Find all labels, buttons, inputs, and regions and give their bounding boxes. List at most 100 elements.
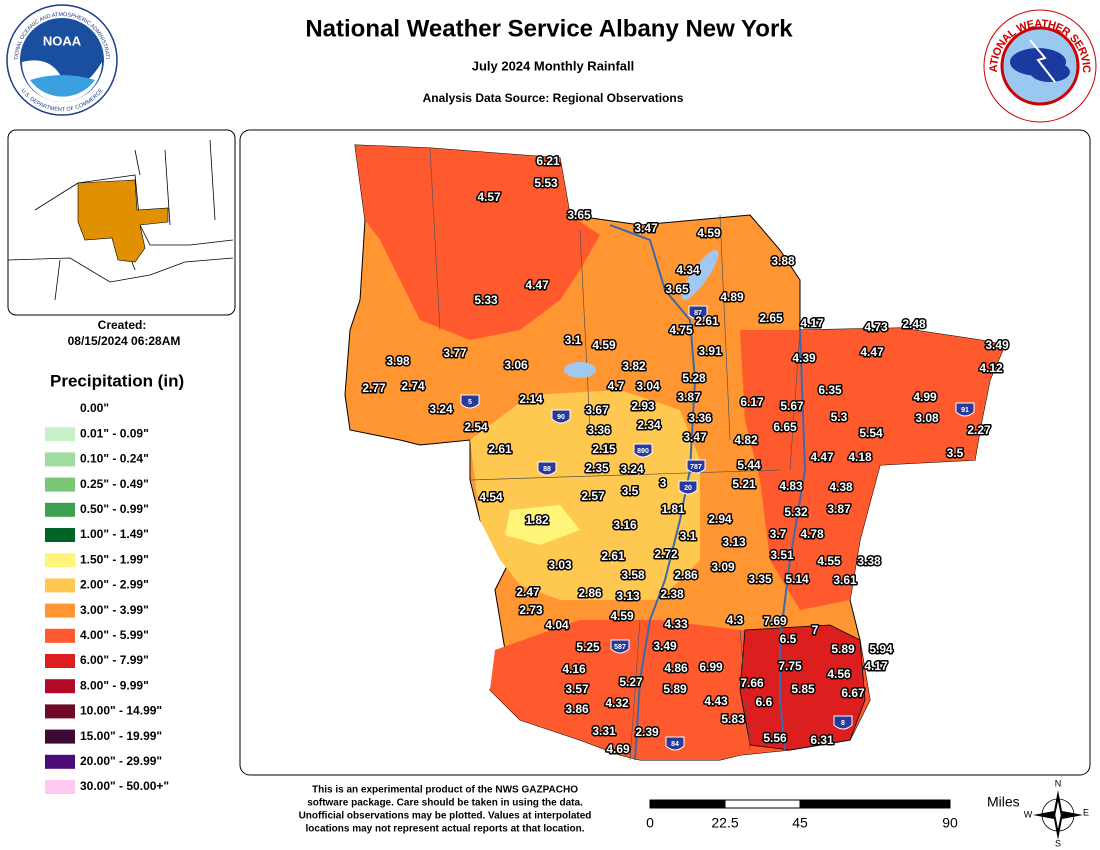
station-value: 5.53 [534, 176, 558, 190]
highway-label: 84 [671, 741, 679, 748]
highway-shield [833, 715, 853, 730]
scale-tick-label: 0 [646, 815, 654, 831]
source: Analysis Data Source: Regional Observati… [423, 91, 684, 105]
station-value: 5.89 [663, 682, 687, 696]
station-value: 4.75 [669, 323, 693, 337]
station-value: 6.99 [699, 660, 723, 674]
disclaimer-line: This is an experimental product of the N… [312, 785, 578, 796]
station-value: 3.87 [677, 390, 701, 404]
created-label: Created: [98, 318, 147, 332]
station-value: 4.47 [860, 345, 884, 359]
legend-label: 15.00" - 19.99" [80, 729, 162, 743]
legend-label: 1.50" - 1.99" [80, 552, 149, 566]
station-value: 4.33 [664, 617, 688, 631]
station-value: 4.18 [848, 450, 872, 464]
station-value: 4.73 [864, 320, 888, 334]
scale-bar: 0 22.5 45 90 [646, 799, 958, 831]
station-value: 3 [660, 476, 667, 490]
station-value: 6.31 [810, 733, 834, 747]
station-value: 5.44 [737, 458, 761, 472]
station-value: 6.5 [780, 632, 797, 646]
station-value: 3.65 [567, 208, 591, 222]
legend-swatch [45, 754, 75, 769]
station-value: 3.09 [711, 560, 735, 574]
station-value: 3.5 [947, 446, 964, 460]
station-value: 2.54 [464, 420, 488, 434]
highway-shield [678, 480, 698, 495]
station-value: 3.31 [592, 724, 616, 738]
disclaimer-line: software package. Care should be taken i… [307, 798, 583, 809]
scale-segment [724, 799, 801, 809]
station-value: 3.47 [683, 430, 707, 444]
highway-shield [551, 409, 571, 424]
station-value: 6.6 [756, 695, 773, 709]
station-value: 5.21 [732, 477, 756, 491]
noaa-text: NOAA [43, 33, 82, 48]
station-value: 5.3 [831, 410, 848, 424]
station-value: 3.58 [621, 568, 645, 582]
scale-tick-label: 45 [792, 815, 808, 831]
station-value: 2.77 [362, 381, 386, 395]
legend-label: 30.00" - 50.00+" [80, 779, 169, 793]
station-value: 2.65 [759, 311, 783, 325]
station-value: 4.82 [734, 433, 758, 447]
scale-tick-label: 22.5 [711, 815, 738, 831]
station-value: 4.59 [610, 609, 634, 623]
map-labels: 87 5 90 890 88 787 20 91 587 84 8 6.21 5.53 4.57 3.65 3… [361, 153, 1011, 758]
station-value: 3.04 [636, 379, 660, 393]
highway-label: 787 [690, 464, 702, 471]
station-value: 3.08 [915, 411, 939, 425]
inset-map [7, 129, 236, 316]
compass-w: W [1024, 809, 1033, 819]
station-value: 3.38 [857, 554, 881, 568]
highway-shield [537, 461, 557, 476]
legend-swatch [45, 654, 75, 668]
station-value: 4.38 [829, 480, 853, 494]
station-value: 7.69 [763, 614, 787, 628]
station-value: 4.39 [792, 351, 816, 365]
legend-label: 4.00" - 5.99" [80, 628, 149, 642]
legend-label: 20.00" - 29.99" [80, 754, 162, 768]
highway-shield [610, 639, 630, 654]
highway-label: 587 [614, 644, 626, 651]
station-value: 4.59 [697, 226, 721, 240]
station-value: 4.47 [810, 450, 834, 464]
scale-segment [649, 799, 726, 809]
station-value: 4.86 [664, 661, 688, 675]
station-value: 2.34 [637, 418, 661, 432]
station-value: 5.89 [831, 642, 855, 656]
station-value: 4.43 [704, 694, 728, 708]
legend-label: 0.00" [80, 401, 109, 415]
legend-swatch [45, 780, 75, 794]
station-value: 2.14 [519, 392, 543, 406]
disclaimer: This is an experimental product of the N… [299, 785, 592, 835]
station-value: 2.74 [401, 379, 425, 393]
station-value: 3.16 [613, 518, 637, 532]
highway-shield [460, 394, 480, 409]
legend-swatch [45, 578, 75, 593]
station-value: 3.1 [565, 333, 582, 347]
disclaimer-line: locations may not represent actual repor… [306, 824, 585, 835]
compass-rose [1033, 790, 1083, 840]
legend-swatch [45, 402, 75, 416]
legend-swatch [45, 603, 75, 618]
legend-swatch [45, 679, 75, 694]
station-value: 3.88 [771, 254, 795, 268]
station-value: 3.36 [688, 411, 712, 425]
station-value: 2.39 [635, 725, 659, 739]
disclaimer-line: Unofficial observations may be plotted. … [299, 811, 592, 822]
station-value: 3.7 [770, 527, 787, 541]
station-value: 1.82 [525, 513, 549, 527]
legend-swatch [45, 502, 75, 517]
station-value: 2.93 [631, 399, 655, 413]
legend-swatch [45, 528, 75, 542]
station-value: 5.56 [763, 731, 787, 745]
station-value: 5.28 [682, 371, 706, 385]
station-value: 2.61 [601, 549, 625, 563]
station-value: 4.3 [727, 613, 744, 627]
station-value: 3.13 [616, 589, 640, 603]
station-value: 5.85 [791, 682, 815, 696]
station-value: 6.17 [740, 395, 764, 409]
station-value: 4.56 [827, 667, 851, 681]
station-value: 6.21 [536, 154, 560, 168]
